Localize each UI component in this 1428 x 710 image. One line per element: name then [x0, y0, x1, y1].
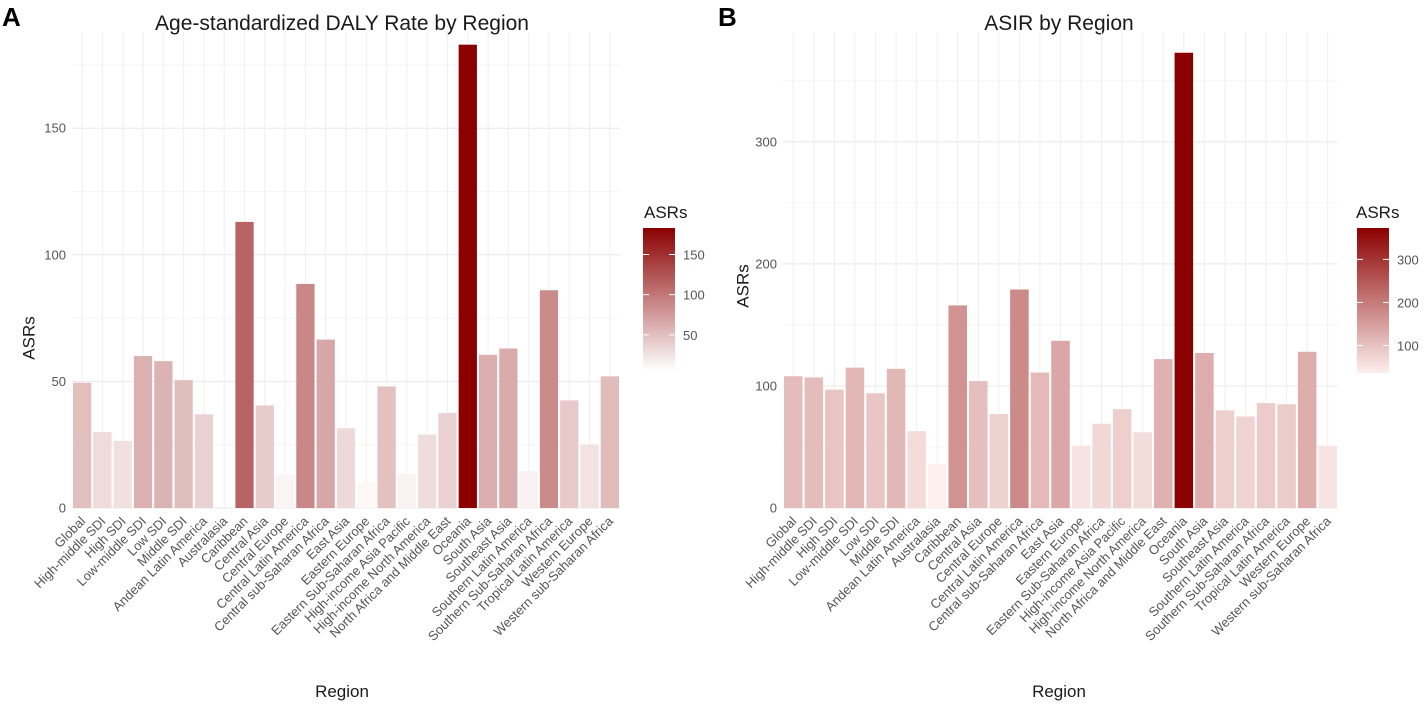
y-tick-label: 0 [770, 501, 777, 516]
bar [1318, 445, 1337, 508]
bar [1051, 340, 1070, 508]
bar [1112, 409, 1132, 508]
bar [1092, 423, 1111, 508]
legend-title: ASRs [1356, 203, 1400, 222]
bar [438, 413, 457, 508]
bar [418, 434, 437, 508]
legend-tick-label: 100 [683, 288, 705, 303]
bar [133, 356, 153, 508]
bar [948, 305, 967, 508]
x-axis-label: Region [1032, 682, 1086, 701]
bar [377, 386, 396, 508]
bar [1236, 416, 1255, 508]
bar [1256, 403, 1276, 508]
bar [1277, 404, 1296, 508]
bar [825, 389, 844, 508]
y-tick-label: 100 [755, 378, 777, 393]
bar [458, 44, 477, 508]
bar [866, 393, 885, 508]
bar [969, 381, 988, 508]
bar [845, 367, 865, 508]
chart-title: Age-standardized DALY Rate by Region [155, 12, 529, 35]
bar [927, 464, 947, 508]
bar [296, 283, 315, 508]
bar [784, 376, 803, 508]
legend-tick-label: 100 [1397, 338, 1419, 353]
bar [519, 471, 538, 508]
legend-tick-label: 150 [683, 248, 705, 263]
bar [194, 414, 214, 508]
bar [539, 290, 559, 508]
bar [989, 414, 1009, 508]
bar [1071, 445, 1091, 508]
bar [1195, 352, 1214, 508]
bar [93, 432, 112, 508]
panel-label: A [2, 2, 21, 32]
bar [336, 428, 356, 508]
bar [1030, 372, 1050, 508]
y-tick-label: 200 [755, 256, 777, 271]
bar [397, 473, 417, 508]
bar [1010, 289, 1029, 508]
bar [1297, 351, 1317, 508]
y-tick-label: 0 [59, 501, 66, 516]
panel-a: A Age-standardized DALY Rate by Region A… [2, 2, 705, 701]
chart-title: ASIR by Region [984, 12, 1134, 35]
bar [154, 361, 173, 508]
bar [1174, 52, 1194, 508]
panel-label: B [718, 2, 737, 32]
y-tick-label: 100 [44, 247, 66, 262]
y-tick-label: 300 [755, 134, 777, 149]
legend-tick-label: 300 [1397, 252, 1419, 267]
bar [255, 405, 274, 508]
bar [1133, 432, 1152, 508]
bar [1154, 359, 1173, 508]
bar [499, 348, 518, 508]
x-axis-label: Region [315, 682, 369, 701]
bar [804, 377, 824, 508]
legend-tick-label: 50 [683, 328, 697, 343]
y-tick-label: 50 [52, 374, 66, 389]
bar [357, 482, 376, 508]
legend-tick-label: 200 [1397, 295, 1419, 310]
bar [275, 475, 295, 508]
bar [316, 339, 335, 508]
bar [600, 376, 619, 508]
bar [174, 380, 193, 508]
bar [1215, 410, 1235, 508]
legend-colorbar [1357, 228, 1389, 373]
bar [113, 440, 132, 508]
bar [560, 400, 579, 508]
bar [580, 444, 599, 508]
bar [886, 368, 906, 508]
bar [478, 354, 498, 508]
legend-colorbar [643, 228, 675, 371]
bar [907, 431, 926, 508]
bar [235, 221, 254, 508]
legend-title: ASRs [644, 203, 688, 222]
bar [73, 382, 92, 508]
panel-b: B ASIR by Region ASRs Region ASRs 0 100 20… [714, 0, 1428, 710]
y-tick-label: 150 [44, 121, 66, 136]
